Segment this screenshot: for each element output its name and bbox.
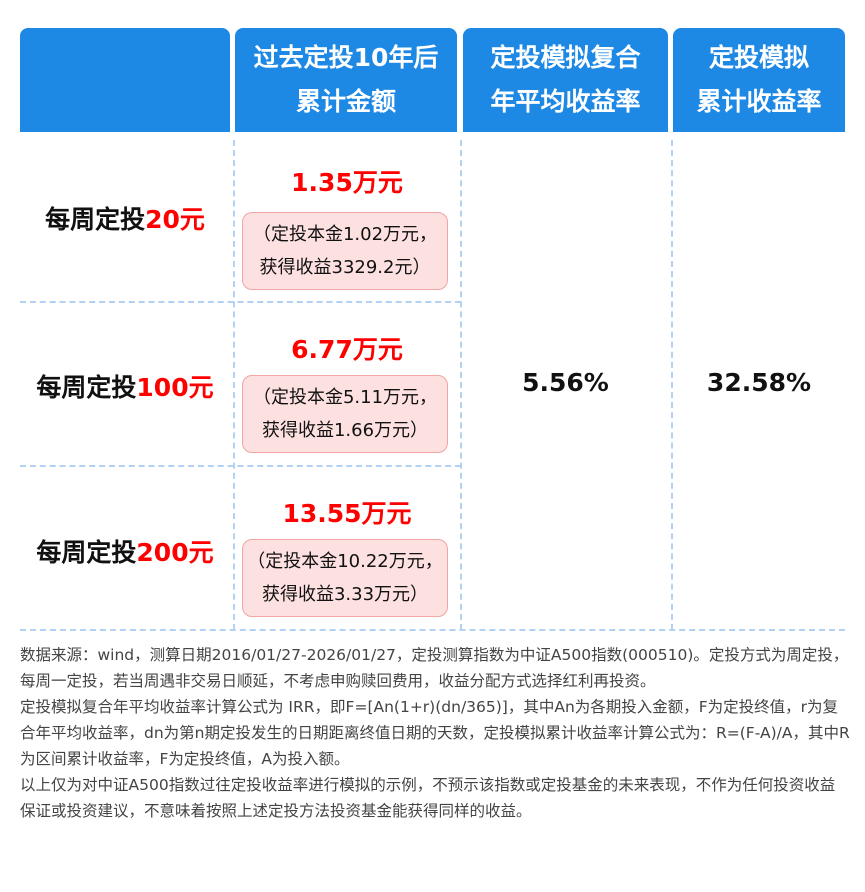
header-annual-return: 定投模拟复合 年平均收益率 bbox=[463, 28, 668, 132]
row-label-text: 每周定投 bbox=[45, 205, 146, 234]
footnote: 以上仅为对中证A500指数过往定投收益率进行模拟的示例，不预示该指数或定投基金的… bbox=[20, 776, 836, 820]
detail-line: （定投本金1.02万元， bbox=[252, 224, 438, 245]
header-cumulative-return: 定投模拟 累计收益率 bbox=[673, 28, 845, 132]
row-amount: 100元 bbox=[136, 373, 214, 402]
header-line: 累计金额 bbox=[295, 87, 396, 116]
divider bbox=[460, 140, 462, 630]
detail-box: （定投本金1.02万元， 获得收益3329.2元） bbox=[242, 212, 448, 290]
row-amount: 20元 bbox=[145, 205, 205, 234]
header-line: 累计收益率 bbox=[696, 87, 822, 116]
detail-line: 获得收益3329.2元） bbox=[259, 257, 431, 278]
total-amount: 13.55万元 bbox=[282, 499, 412, 528]
detail-box: （定投本金5.11万元， 获得收益1.66万元） bbox=[242, 375, 448, 453]
divider bbox=[20, 629, 845, 631]
divider bbox=[20, 301, 461, 303]
header-line: 过去定投10年后 bbox=[253, 43, 439, 72]
detail-box: （定投本金10.22万元， 获得收益3.33万元） bbox=[242, 539, 448, 617]
divider bbox=[20, 465, 461, 467]
row-label: 每周定投20元 bbox=[20, 200, 230, 236]
header-line: 定投模拟复合 bbox=[490, 43, 641, 72]
row-label-text: 每周定投 bbox=[36, 373, 137, 402]
footnote: 定投模拟复合年平均收益率计算公式为 IRR，即F=[An(1+r)(dn/365… bbox=[20, 698, 850, 768]
row-label: 每周定投200元 bbox=[20, 533, 230, 569]
row-label-text: 每周定投 bbox=[36, 538, 137, 567]
header-cumulative-amount: 过去定投10年后 累计金额 bbox=[235, 28, 457, 132]
header-blank bbox=[20, 28, 230, 132]
detail-line: 获得收益1.66万元） bbox=[261, 420, 429, 441]
total-amount: 6.77万元 bbox=[291, 335, 403, 364]
footnotes: 数据来源：wind，测算日期2016/01/27-2026/01/27，定投测算… bbox=[20, 642, 850, 824]
header-line: 年平均收益率 bbox=[490, 87, 641, 116]
detail-line: （定投本金10.22万元， bbox=[247, 551, 443, 572]
detail-line: （定投本金5.11万元， bbox=[252, 387, 438, 408]
divider bbox=[233, 140, 235, 630]
annual-return-value: 5.56% bbox=[522, 368, 609, 397]
header-line: 定投模拟 bbox=[708, 43, 809, 72]
divider bbox=[671, 140, 673, 630]
footnote: 数据来源：wind，测算日期2016/01/27-2026/01/27，定投测算… bbox=[20, 646, 849, 690]
row-label: 每周定投100元 bbox=[20, 368, 230, 404]
cumulative-return-value: 32.58% bbox=[706, 368, 812, 397]
total-amount: 1.35万元 bbox=[291, 168, 403, 197]
row-amount: 200元 bbox=[136, 538, 214, 567]
detail-line: 获得收益3.33万元） bbox=[261, 584, 429, 605]
